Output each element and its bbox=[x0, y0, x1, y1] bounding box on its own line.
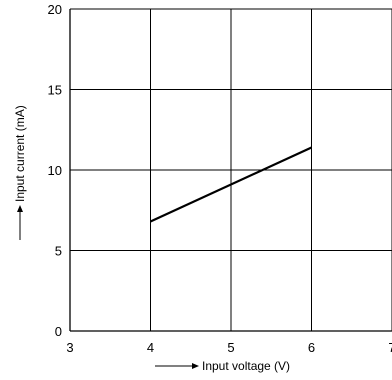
tick-labels: 3 4 5 6 7 0 5 10 15 20 bbox=[48, 2, 392, 355]
x-tick-label-4: 4 bbox=[147, 340, 154, 355]
y-axis-label-arrowhead bbox=[17, 205, 23, 212]
y-tick-label-20: 20 bbox=[48, 2, 62, 17]
y-tick-label-10: 10 bbox=[48, 163, 62, 178]
y-tick-label-15: 15 bbox=[48, 83, 62, 98]
x-tick-label-3: 3 bbox=[66, 340, 73, 355]
grid bbox=[70, 9, 392, 331]
y-tick-label-0: 0 bbox=[55, 324, 62, 339]
x-tick-label-5: 5 bbox=[227, 340, 234, 355]
y-axis-label: Input current (mA) bbox=[13, 105, 27, 202]
x-axis-label-arrowhead bbox=[192, 363, 199, 369]
x-tick-label-7: 7 bbox=[388, 340, 392, 355]
x-axis-label: Input voltage (V) bbox=[202, 359, 290, 373]
x-tick-label-6: 6 bbox=[308, 340, 315, 355]
y-tick-label-5: 5 bbox=[55, 244, 62, 259]
